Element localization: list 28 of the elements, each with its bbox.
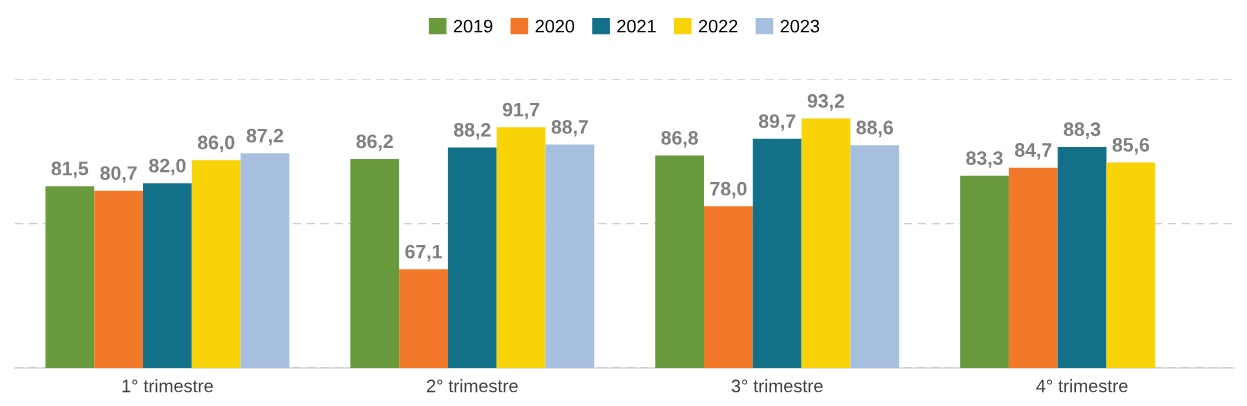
data-label: 88,3 <box>1063 122 1101 139</box>
legend-label: 2019 <box>453 19 493 33</box>
data-label: 67,1 <box>405 244 442 262</box>
data-label: 88,2 <box>454 122 491 140</box>
data-label: 93,2 <box>807 94 845 111</box>
legend-label: 2021 <box>617 19 656 33</box>
x-tick-label: 3° trimestre <box>731 379 823 393</box>
data-label: 83,3 <box>966 151 1003 168</box>
legend-label: 2023 <box>780 19 820 33</box>
data-label: 80,7 <box>100 166 137 183</box>
data-label: 81,5 <box>51 161 89 179</box>
data-label: 86,8 <box>661 131 698 148</box>
data-label: 88,6 <box>856 120 893 138</box>
data-label: 82,0 <box>149 158 186 176</box>
data-label: 89,7 <box>758 114 796 131</box>
data-label: 85,6 <box>1112 137 1150 155</box>
data-label: 88,7 <box>551 120 588 137</box>
data-label: 78,0 <box>710 181 747 199</box>
x-tick-label: 1° trimestre <box>122 379 213 393</box>
data-label: 84,7 <box>1015 143 1052 160</box>
data-label: 86,0 <box>197 135 235 153</box>
x-tick-label: 4° trimestre <box>1036 379 1128 393</box>
legend-label: 2020 <box>535 19 575 33</box>
data-label: 91,7 <box>502 102 540 120</box>
legend-label: 2022 <box>699 19 738 33</box>
x-tick-label: 2° trimestre <box>426 379 518 393</box>
data-label: 86,2 <box>356 134 393 152</box>
data-label: 87,2 <box>246 128 284 146</box>
